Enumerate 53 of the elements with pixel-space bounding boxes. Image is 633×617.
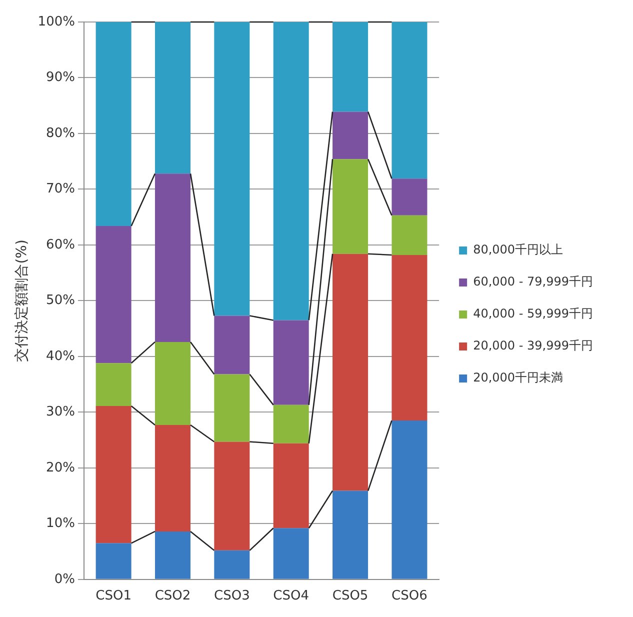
legend-label: 40,000 - 59,999千円: [473, 306, 593, 321]
y-tick-label: 50%: [46, 293, 75, 308]
bar: [96, 22, 132, 226]
bar: [214, 442, 250, 550]
y-tick-label: 10%: [46, 516, 75, 532]
bar: [273, 320, 309, 405]
bar: [392, 22, 428, 179]
y-tick-label: 0%: [54, 572, 75, 587]
y-tick-label: 40%: [46, 348, 75, 364]
bar: [96, 406, 132, 544]
y-tick-label: 30%: [46, 404, 75, 420]
bar: [154, 425, 190, 532]
bar: [273, 443, 309, 528]
bar: [273, 404, 309, 444]
x-tick-label: CSO2: [154, 588, 191, 604]
y-tick-label: 20%: [46, 460, 75, 476]
bar: [154, 342, 190, 425]
x-tick-label: CSO4: [273, 588, 310, 604]
bar: [392, 420, 428, 579]
x-tick-label: CSO1: [96, 588, 132, 604]
x-tick-label: CSO6: [392, 588, 428, 604]
y-tick-label: 100%: [38, 14, 75, 30]
bar: [273, 528, 309, 579]
bar: [214, 22, 250, 316]
y-tick-label: 90%: [46, 70, 75, 86]
x-tick-label: CSO3: [214, 588, 250, 604]
bar: [273, 22, 309, 320]
bar: [214, 550, 250, 579]
bar: [96, 363, 132, 406]
bar: [154, 174, 190, 342]
bar: [214, 374, 250, 442]
y-tick-label: 80%: [46, 126, 75, 141]
bar: [154, 531, 190, 579]
legend-label: 80,000千円以上: [473, 242, 564, 257]
bar: [96, 226, 132, 364]
bar: [214, 316, 250, 374]
bar: [154, 22, 190, 174]
bar: [332, 490, 368, 579]
bar: [332, 22, 368, 112]
legend-label: 20,000 - 39,999千円: [473, 338, 593, 353]
bar: [332, 159, 368, 254]
bar: [332, 112, 368, 160]
bar: [392, 254, 428, 421]
legend-label: 20,000千円未満: [473, 370, 564, 385]
y-tick-label: 60%: [46, 237, 75, 252]
legend-label: 60,000 - 79,999千円: [473, 274, 593, 289]
bar: [392, 178, 428, 216]
x-tick-label: CSO5: [332, 588, 368, 604]
bar: [96, 543, 132, 579]
bar: [332, 254, 368, 491]
y-axis-title: 交付決定額割合(%): [14, 240, 30, 362]
bar: [392, 215, 428, 255]
y-tick-label: 70%: [46, 182, 75, 197]
